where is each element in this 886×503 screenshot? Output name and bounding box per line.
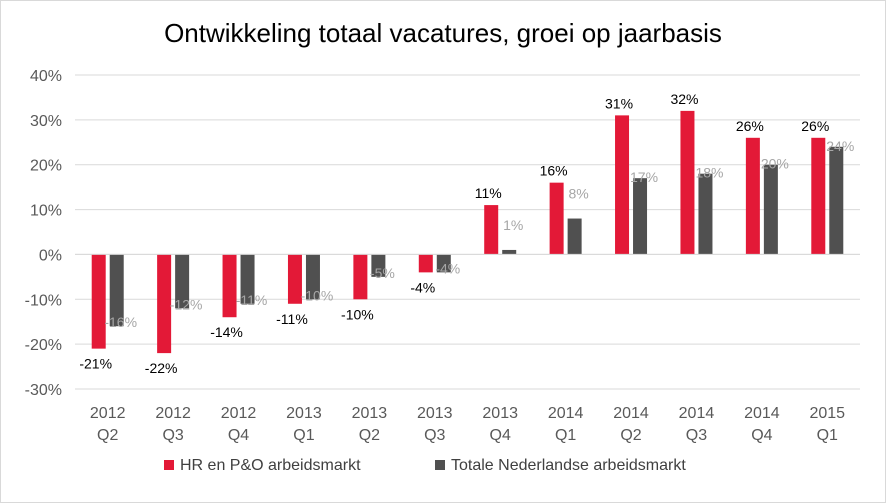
bar-hr: [549, 182, 564, 255]
data-label: -11%: [276, 311, 308, 327]
data-label: 26%: [736, 118, 764, 134]
y-tick-label: -20%: [25, 337, 62, 354]
bar-nl: [763, 164, 778, 255]
bar-hr: [811, 137, 826, 255]
x-tick-year: 2013: [417, 405, 453, 422]
bar-hr: [745, 137, 760, 255]
data-label: -12%: [170, 296, 203, 312]
data-label: -4%: [435, 260, 460, 276]
data-label: -5%: [370, 265, 395, 281]
y-tick-label: 0%: [39, 247, 62, 264]
bar-hr: [484, 205, 499, 255]
x-tick-quarter: Q1: [817, 427, 838, 444]
bar-hr: [615, 115, 630, 255]
bar-nl: [240, 254, 255, 304]
x-tick-quarter: Q3: [686, 427, 707, 444]
x-tick-quarter: Q1: [555, 427, 576, 444]
data-label: 17%: [630, 169, 658, 185]
x-tick-year: 2013: [482, 405, 518, 422]
data-label: 1%: [503, 217, 523, 233]
y-tick-label: 10%: [30, 203, 62, 220]
data-label: -16%: [104, 314, 137, 330]
data-label: 20%: [761, 156, 789, 172]
legend-label: Totale Nederlandse arbeidsmarkt: [451, 457, 686, 474]
bar-nl: [698, 173, 713, 255]
data-label: -22%: [145, 360, 178, 376]
x-tick-year: 2012: [155, 405, 191, 422]
x-tick-quarter: Q2: [620, 427, 641, 444]
data-label: 18%: [695, 165, 723, 181]
data-label: -10%: [301, 287, 334, 303]
x-tick-quarter: Q4: [751, 427, 772, 444]
bar-nl: [633, 178, 648, 255]
x-tick-year: 2014: [744, 405, 780, 422]
x-tick-year: 2014: [613, 405, 649, 422]
data-label: 16%: [540, 163, 568, 179]
x-tick-quarter: Q4: [490, 427, 511, 444]
data-label: 26%: [801, 118, 829, 134]
data-label: -21%: [79, 356, 112, 372]
legend-swatch: [164, 460, 174, 470]
data-label: 24%: [826, 138, 854, 154]
bar-hr: [680, 110, 695, 255]
bar-hr: [418, 254, 433, 273]
x-tick-year: 2015: [809, 405, 845, 422]
x-tick-quarter: Q2: [97, 427, 118, 444]
chart-title: Ontwikkeling totaal vacatures, groei op …: [164, 18, 722, 48]
bar-nl: [567, 218, 582, 255]
x-tick-quarter: Q3: [424, 427, 445, 444]
bar-nl: [109, 254, 124, 327]
data-label: 31%: [605, 95, 633, 111]
y-tick-label: 30%: [30, 113, 62, 130]
y-tick-label: 20%: [30, 158, 62, 175]
x-tick-year: 2013: [286, 405, 322, 422]
x-tick-year: 2013: [352, 405, 388, 422]
x-tick-quarter: Q1: [293, 427, 314, 444]
y-tick-label: -30%: [25, 382, 62, 399]
bar-hr: [91, 254, 106, 349]
x-tick-quarter: Q2: [359, 427, 380, 444]
y-tick-label: 40%: [30, 68, 62, 85]
data-label: -10%: [341, 306, 374, 322]
legend-swatch: [435, 460, 445, 470]
bar-nl: [502, 249, 517, 255]
x-tick-quarter: Q4: [228, 427, 249, 444]
bar-hr: [353, 254, 368, 300]
bar-hr: [222, 254, 237, 318]
data-label: 8%: [569, 186, 589, 202]
data-label: 11%: [475, 185, 502, 201]
x-tick-year: 2014: [679, 405, 715, 422]
bar-nl: [175, 254, 190, 309]
x-tick-year: 2012: [90, 405, 126, 422]
x-tick-quarter: Q3: [162, 427, 183, 444]
bar-nl: [829, 146, 844, 255]
data-label: -11%: [236, 292, 268, 308]
x-tick-year: 2014: [548, 405, 584, 422]
bar-hr: [287, 254, 302, 304]
data-label: -4%: [410, 279, 435, 295]
bar-nl: [371, 254, 386, 277]
legend-label: HR en P&O arbeidsmarkt: [180, 457, 361, 474]
bar-nl: [305, 254, 320, 300]
x-tick-year: 2012: [221, 405, 257, 422]
data-label: -14%: [210, 324, 243, 340]
y-tick-label: -10%: [25, 292, 62, 309]
bar-nl: [436, 254, 451, 273]
data-label: 32%: [670, 91, 698, 107]
bar-hr: [157, 254, 172, 354]
